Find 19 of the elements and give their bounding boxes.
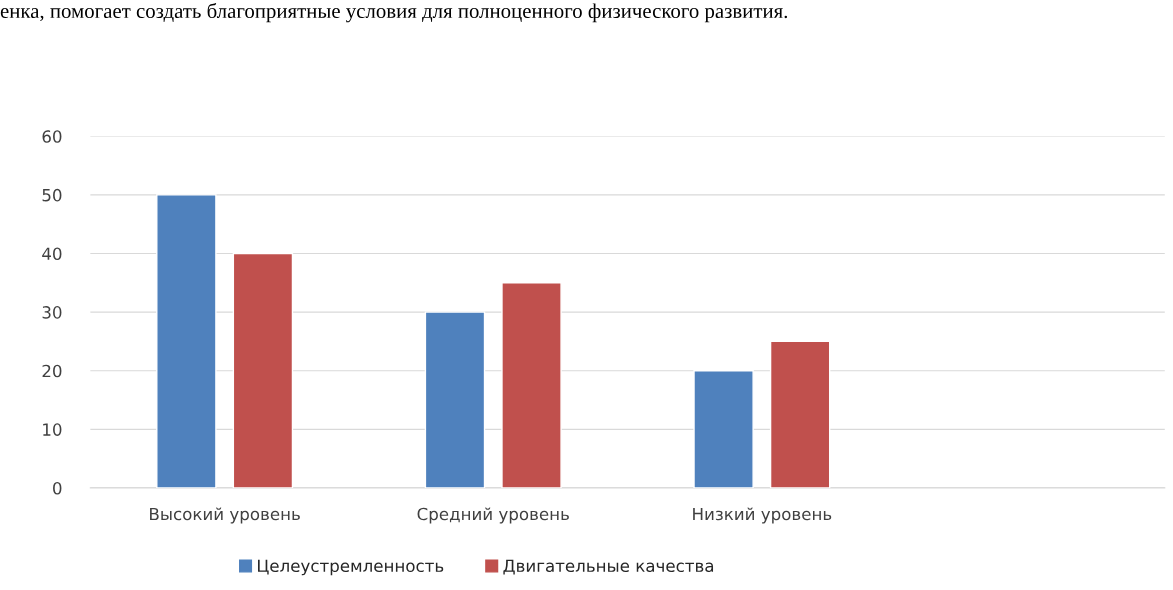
x-tick-label: Низкий уровень	[693, 507, 832, 524]
bar	[501, 282, 562, 488]
bar	[156, 194, 217, 488]
text: енка, помогает создать благоприятные условия для полноценного физического развития.	[0, 2, 788, 23]
y-tick-label: 60	[42, 130, 62, 143]
legend-label: Целеустремленность	[258, 559, 444, 576]
y-tick-label: 30	[42, 306, 62, 319]
y-tick-label: 50	[42, 188, 62, 202]
bar	[769, 340, 831, 488]
y-tick-label: 40	[42, 247, 62, 261]
bar	[232, 252, 294, 488]
x-tick-label: Средний уровень	[417, 507, 569, 524]
bar	[424, 311, 486, 488]
y-tick-label: 20	[42, 364, 62, 378]
bar	[693, 370, 754, 488]
y-tick-label: 0	[53, 481, 62, 495]
x-tick-label: Высокий уровень	[150, 507, 300, 524]
legend-label: Двигательные качества	[503, 559, 714, 575]
y-tick-label: 10	[43, 423, 62, 436]
